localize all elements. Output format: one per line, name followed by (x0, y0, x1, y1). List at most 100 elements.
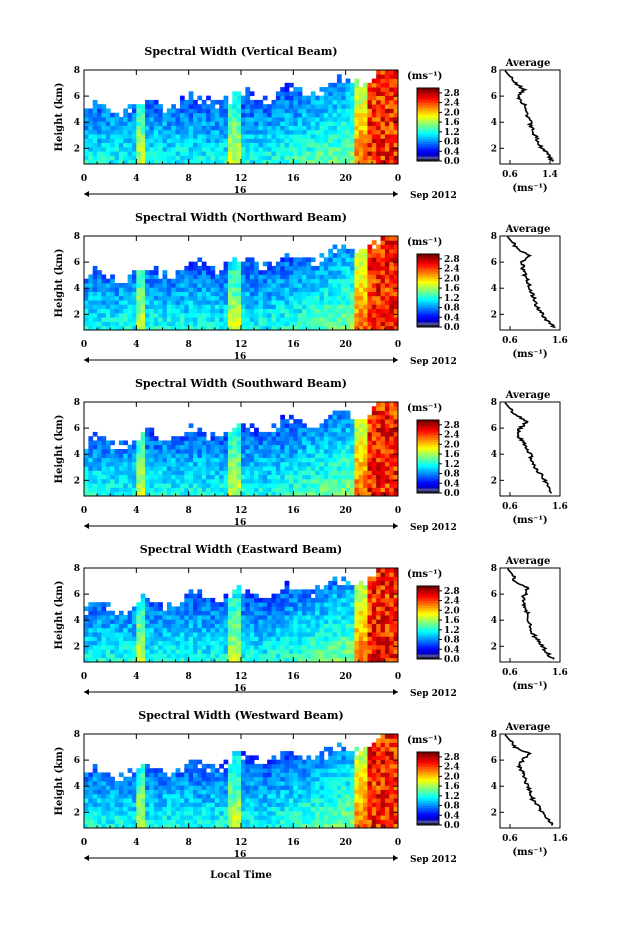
heatmap-cell (293, 125, 299, 131)
heatmap-cell (158, 461, 163, 467)
heatmap-cell (179, 304, 185, 310)
heatmap-cell (341, 304, 347, 310)
heatmap-cell (267, 274, 272, 280)
heatmap-cell (105, 444, 111, 450)
heatmap-cell (315, 474, 320, 480)
heatmap-cell (188, 261, 194, 267)
heatmap-cell (341, 287, 347, 292)
heatmap-cell (97, 640, 102, 646)
heatmap-cell (123, 155, 129, 161)
heatmap-cell (323, 261, 329, 267)
colorbar-segment (417, 478, 439, 482)
heatmap-cell (358, 312, 364, 318)
heatmap-cell (367, 419, 373, 424)
heatmap-cell (153, 142, 159, 148)
heatmap-cell (175, 436, 181, 441)
heatmap-cell (363, 274, 368, 280)
heatmap-cell (328, 657, 333, 663)
heatmap-cell (153, 466, 159, 471)
heatmap-cell (184, 104, 190, 109)
heatmap-cell (145, 597, 150, 603)
heatmap-cell (341, 585, 347, 590)
heatmap-cell (92, 155, 98, 161)
heatmap-cell (254, 134, 259, 139)
heatmap-cell (297, 257, 303, 263)
heatmap-cell (345, 87, 351, 92)
heatmap-cell (306, 657, 312, 663)
heatmap-cell (275, 300, 281, 305)
heatmap-cell (179, 653, 185, 659)
heatmap-cell (197, 619, 203, 624)
heatmap-cell (284, 657, 290, 663)
heatmap-cell (293, 151, 299, 156)
heatmap-cell (158, 483, 163, 488)
heatmap-cell (171, 657, 176, 663)
heatmap-cell (275, 615, 281, 620)
heatmap-cell (371, 300, 377, 305)
heatmap-cell (254, 653, 259, 659)
heatmap-cell (219, 134, 224, 139)
heatmap-cell (206, 155, 211, 161)
heatmap-cell (332, 300, 338, 305)
heatmap-cell (140, 653, 146, 659)
heatmap-cell (97, 312, 102, 318)
heatmap-cell (101, 610, 107, 616)
heatmap-cell (275, 487, 281, 493)
heatmap-cell (114, 134, 120, 139)
colorbar-segment (417, 461, 439, 465)
heatmap-cell (210, 457, 216, 463)
heatmap-cell (262, 649, 268, 654)
heatmap-cell (380, 70, 386, 75)
heatmap-cell (127, 312, 133, 318)
heatmap-cell (158, 610, 163, 616)
heatmap-cell (184, 300, 190, 305)
heatmap-cell (315, 321, 320, 327)
heatmap-cell (332, 151, 338, 156)
heatmap-cell (201, 602, 207, 607)
heatmap-cell (188, 491, 194, 497)
heatmap-cell (271, 287, 277, 292)
heatmap-cell (136, 146, 142, 152)
heatmap-cell (310, 597, 316, 603)
heatmap-cell (197, 483, 203, 488)
heatmap-cell (367, 312, 373, 318)
heatmap-cell (118, 283, 124, 288)
heatmap-cell (232, 261, 238, 267)
heatmap-cell (258, 151, 264, 156)
heatmap-cell (280, 657, 286, 663)
heatmap-cell (184, 436, 190, 441)
heatmap-cell (193, 308, 198, 314)
heatmap-cell (136, 606, 142, 612)
heatmap-cell (350, 657, 355, 663)
heatmap-cell (206, 453, 211, 458)
heatmap-cell (319, 117, 325, 122)
heatmap-cell (384, 653, 390, 659)
heatmap-cell (223, 461, 229, 467)
heatmap-cell (332, 444, 338, 450)
heatmap-cell (262, 636, 268, 642)
heatmap-cell (166, 138, 172, 144)
heatmap-cell (131, 155, 137, 161)
heatmap-cell (358, 274, 364, 280)
heatmap-cell (310, 466, 316, 471)
heatmap-cell (336, 657, 342, 663)
heatmap-cell (354, 623, 360, 629)
heatmap-cell (336, 129, 342, 135)
heatmap-cell (166, 159, 172, 165)
heatmap-cell (175, 117, 181, 122)
heatmap-cell (118, 317, 124, 322)
heatmap-cell (384, 632, 390, 637)
heatmap-cell (384, 257, 390, 263)
heatmap-cell (284, 457, 290, 463)
heatmap-cell (219, 138, 224, 144)
heatmap-cell (319, 125, 325, 131)
heatmap-cell (345, 444, 351, 450)
heatmap-cell (171, 295, 176, 301)
heatmap-cell (323, 287, 329, 292)
heatmap-cell (153, 265, 159, 271)
heatmap-cell (262, 602, 268, 607)
heatmap-cell (105, 487, 111, 493)
heatmap-cell (97, 129, 102, 135)
heatmap-cell (302, 589, 307, 595)
heatmap-cell (110, 623, 115, 629)
